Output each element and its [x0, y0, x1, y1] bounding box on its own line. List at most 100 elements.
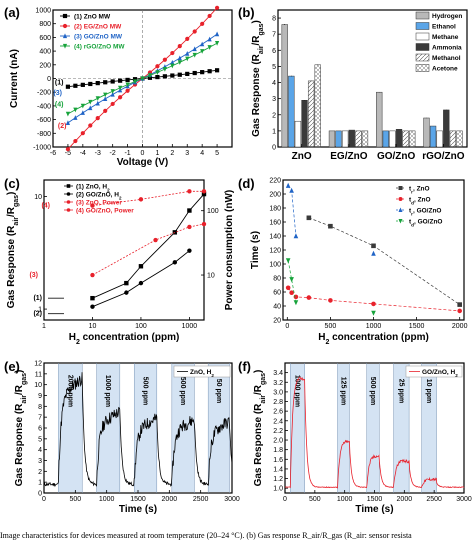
- d-xlabel: H2 concentration (ppm): [318, 332, 429, 346]
- x-ticklabel: 0: [283, 496, 287, 503]
- a-point: [103, 108, 108, 114]
- y-ticklabel: 8: [38, 404, 42, 411]
- c-legend-label: (1) ZnO, H2: [76, 183, 110, 192]
- c-power-line: [92, 190, 204, 206]
- a-y-ticklabel: -400: [37, 103, 51, 110]
- c-point: [138, 264, 144, 269]
- panel-f: 1000 ppm 125 ppm 500 ppm 25 ppm 10 ppm 0 500 10…: [238, 359, 472, 515]
- c-yr-ticklabel: 10: [207, 273, 215, 280]
- c-legend-marker: [66, 184, 71, 188]
- b-y-ticklabel: 5: [272, 64, 276, 71]
- panel-c: 1 10 100 1000 1 10 10 100 H2 concentration (ppm)…: [4, 176, 235, 346]
- d-y-ticklabel: 20: [273, 318, 281, 325]
- a-point: [118, 85, 123, 91]
- a-x-ticklabel: -1: [124, 150, 130, 157]
- a-x-ticklabel: 2: [170, 150, 174, 157]
- a-point: [170, 50, 175, 56]
- c-ylabel: Gas Response (Rair/Rgas): [6, 192, 20, 309]
- gas-exposure-band: [171, 364, 195, 492]
- concentration-label: 500 ppm: [369, 377, 376, 405]
- panel-label: (f): [238, 359, 251, 374]
- c-point: [201, 191, 207, 197]
- b-category-label: ZnO: [292, 151, 312, 162]
- a-point: [177, 55, 182, 61]
- c-legend-label: (2) GO/ZnO, H2: [76, 191, 122, 200]
- a-point: [118, 78, 123, 83]
- y-ticklabel: 0: [38, 491, 42, 498]
- a-point: [207, 36, 212, 42]
- concentration-label: 125 ppm: [339, 377, 346, 405]
- concentration-label: 1000 ppm: [294, 375, 301, 407]
- panel-label: (d): [238, 176, 255, 191]
- gas-exposure-band: [96, 364, 120, 492]
- a-point: [192, 46, 197, 52]
- y-ticklabel: 9: [38, 393, 42, 400]
- c-annotation: (3): [29, 272, 38, 279]
- a-x-ticklabel: 0: [141, 150, 145, 157]
- a-point: [125, 82, 130, 88]
- x-ticklabel: 0: [42, 496, 46, 503]
- x-ticklabel: 2500: [426, 496, 442, 503]
- a-point: [95, 81, 100, 86]
- panel-label: (e): [4, 359, 20, 374]
- d-y-ticklabel: 40: [273, 304, 281, 311]
- a-point: [177, 72, 182, 77]
- d-y-ticklabel: 140: [269, 234, 281, 241]
- x-ticklabel: 3000: [224, 496, 240, 503]
- a-point: [80, 82, 85, 87]
- a-point: [214, 68, 220, 73]
- d-series-line: [308, 217, 460, 305]
- d-point: [306, 295, 312, 300]
- d-point: [328, 223, 333, 229]
- d-point: [306, 215, 312, 221]
- panel-c-frame: [43, 179, 205, 321]
- a-y-ticklabel: 600: [39, 35, 51, 42]
- a-point: [80, 103, 85, 109]
- d-y-ticklabel: 60: [273, 290, 281, 297]
- d-point: [371, 243, 376, 249]
- a-annotation: (3): [53, 90, 62, 97]
- a-point: [192, 29, 197, 34]
- y-ticklabel: 2.6: [273, 409, 283, 416]
- c-legend-label: (4) GO/ZnO, Power: [76, 207, 134, 214]
- b-bar: [342, 130, 349, 148]
- x-ticklabel: 2000: [397, 496, 413, 503]
- c-point: [187, 248, 192, 253]
- b-bar: [301, 100, 308, 148]
- c-power-point: [138, 197, 144, 202]
- a-point: [214, 31, 220, 37]
- x-ticklabel: 1500: [130, 496, 146, 503]
- a-point: [192, 52, 197, 58]
- a-legend-label: (2) EG/ZnO MW: [74, 24, 122, 31]
- a-point: [177, 60, 182, 65]
- a-point: [185, 56, 190, 62]
- xlabel: Time (s): [355, 504, 393, 515]
- a-point: [73, 83, 78, 88]
- a-point: [88, 99, 93, 105]
- b-legend-label: Methanol: [432, 55, 461, 62]
- a-x-ticklabel: -4: [80, 150, 86, 157]
- a-point: [95, 96, 100, 101]
- a-x-ticklabel: 4: [200, 150, 204, 157]
- y-ticklabel: 1: [38, 480, 42, 487]
- b-bar: [307, 80, 315, 148]
- b-legend-label: Methane: [432, 34, 459, 41]
- y-ticklabel: 2.2: [273, 428, 283, 435]
- c-power-point: [90, 272, 95, 278]
- d-point: [328, 298, 333, 303]
- c-power-point: [187, 224, 192, 230]
- y-ticklabel: 6: [38, 426, 42, 433]
- c-x-ticklabel: 100: [135, 323, 147, 330]
- c-y-ticklabel: 10: [34, 194, 42, 201]
- a-point: [185, 36, 190, 42]
- a-point: [162, 67, 167, 72]
- a-y-ticklabel: 0: [47, 76, 51, 83]
- a-point: [110, 101, 115, 107]
- d-point: [293, 233, 299, 239]
- x-ticklabel: 1500: [367, 496, 383, 503]
- a-x-ticklabel: -2: [110, 150, 116, 157]
- b-ylabel: Gas Response (Rair/Rgas): [251, 20, 265, 137]
- b-legend-label: Ammonia: [432, 45, 462, 52]
- a-xlabel: Voltage (V): [117, 157, 168, 168]
